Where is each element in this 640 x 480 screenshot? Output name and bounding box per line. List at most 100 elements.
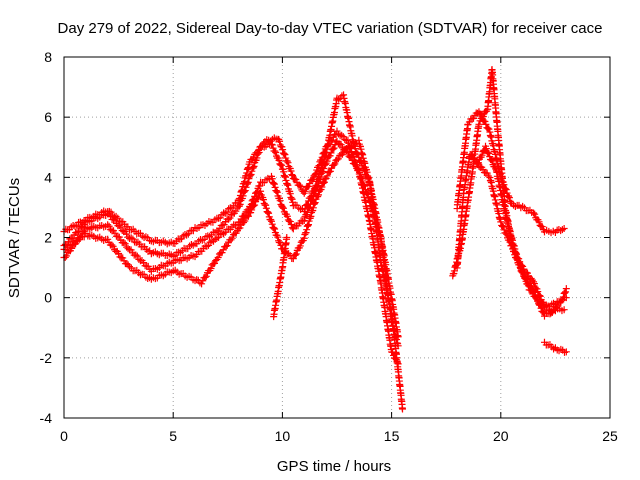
data-point bbox=[519, 269, 527, 277]
data-point bbox=[105, 222, 113, 230]
data-point bbox=[269, 178, 277, 186]
data-point bbox=[286, 218, 294, 226]
data-point bbox=[140, 259, 148, 267]
data-point bbox=[219, 246, 227, 254]
data-point bbox=[204, 232, 212, 240]
data-point bbox=[287, 193, 295, 201]
data-point bbox=[283, 212, 291, 220]
data-point bbox=[243, 180, 251, 188]
data-point bbox=[304, 205, 312, 213]
data-point bbox=[193, 276, 201, 284]
data-point bbox=[213, 234, 221, 242]
data-point bbox=[394, 342, 402, 350]
data-point bbox=[127, 246, 135, 254]
data-point bbox=[133, 252, 141, 260]
data-point bbox=[263, 208, 271, 216]
data-point bbox=[104, 221, 112, 229]
data-point bbox=[330, 144, 338, 152]
data-point bbox=[251, 201, 259, 209]
data-point bbox=[124, 245, 132, 253]
data-point bbox=[117, 223, 125, 231]
data-point bbox=[228, 234, 236, 242]
data-point bbox=[301, 187, 309, 195]
data-point bbox=[521, 273, 529, 281]
data-point bbox=[279, 146, 287, 154]
data-point bbox=[198, 280, 206, 288]
data-point bbox=[318, 183, 326, 191]
data-point bbox=[319, 167, 327, 175]
data-point bbox=[311, 199, 319, 207]
grid-layer bbox=[64, 57, 610, 418]
data-point bbox=[333, 156, 341, 164]
data-point bbox=[304, 222, 312, 230]
data-point bbox=[127, 234, 135, 242]
data-point bbox=[286, 190, 294, 198]
data-point bbox=[501, 184, 509, 192]
data-point bbox=[249, 164, 257, 172]
data-point bbox=[246, 172, 254, 180]
data-point bbox=[530, 280, 538, 288]
data-point bbox=[187, 240, 195, 248]
series-track-9 bbox=[473, 142, 570, 317]
data-point bbox=[274, 233, 282, 241]
data-point bbox=[389, 348, 397, 356]
data-point bbox=[281, 151, 289, 159]
data-point bbox=[275, 156, 283, 164]
data-point bbox=[142, 233, 150, 241]
data-point bbox=[535, 218, 543, 226]
data-point bbox=[312, 186, 320, 194]
data-point bbox=[314, 193, 322, 201]
data-point bbox=[531, 292, 539, 300]
data-point bbox=[244, 178, 252, 186]
data-point bbox=[560, 224, 568, 232]
data-point bbox=[278, 203, 286, 211]
data-point bbox=[296, 242, 304, 250]
data-point bbox=[478, 151, 486, 159]
data-point bbox=[235, 202, 243, 210]
data-point bbox=[223, 242, 231, 250]
data-point bbox=[528, 287, 536, 295]
data-point bbox=[248, 206, 256, 214]
data-point bbox=[227, 236, 235, 244]
data-point bbox=[181, 231, 189, 239]
data-point bbox=[560, 306, 568, 314]
data-point bbox=[268, 141, 276, 149]
data-point bbox=[317, 173, 325, 181]
data-point bbox=[280, 168, 288, 176]
data-point bbox=[80, 233, 88, 241]
data-point bbox=[560, 289, 568, 297]
data-point bbox=[269, 224, 277, 232]
data-point bbox=[265, 209, 273, 217]
data-point bbox=[255, 148, 263, 156]
data-point bbox=[226, 214, 234, 222]
data-point bbox=[220, 221, 228, 229]
data-point bbox=[206, 238, 214, 246]
data-point bbox=[479, 112, 487, 120]
data-point bbox=[497, 218, 505, 226]
data-point bbox=[104, 235, 112, 243]
x-tick-label: 10 bbox=[275, 428, 291, 444]
data-point bbox=[283, 234, 291, 241]
data-point bbox=[270, 180, 278, 188]
data-point bbox=[554, 302, 562, 310]
y-tick-label: 2 bbox=[44, 230, 52, 246]
data-point bbox=[323, 157, 331, 165]
data-point bbox=[201, 273, 209, 281]
data-point bbox=[111, 216, 119, 224]
data-point bbox=[323, 172, 331, 180]
data-point bbox=[240, 188, 248, 196]
data-point bbox=[292, 250, 300, 258]
data-point bbox=[244, 212, 252, 220]
data-point bbox=[315, 191, 323, 199]
data-point bbox=[485, 149, 493, 157]
data-point bbox=[306, 180, 314, 188]
data-point bbox=[273, 188, 281, 196]
data-point bbox=[242, 183, 250, 191]
data-point bbox=[124, 233, 132, 241]
data-point bbox=[110, 216, 118, 224]
data-point bbox=[175, 248, 183, 256]
data-point bbox=[283, 157, 291, 165]
data-point bbox=[562, 288, 570, 296]
